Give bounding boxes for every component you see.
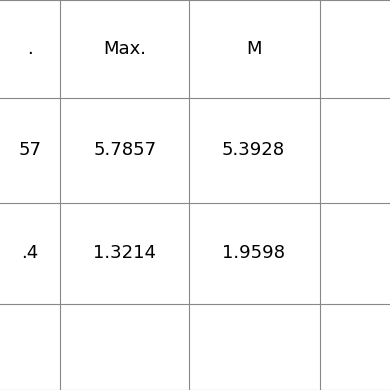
Text: 1.3214: 1.3214 <box>93 245 156 262</box>
Text: M: M <box>246 40 261 58</box>
Text: 5.3928: 5.3928 <box>222 141 285 159</box>
Text: .: . <box>27 40 33 58</box>
Text: .4: .4 <box>21 245 39 262</box>
Text: 57: 57 <box>19 141 41 159</box>
Text: Max.: Max. <box>103 40 146 58</box>
Text: 5.7857: 5.7857 <box>93 141 156 159</box>
Text: 1.9598: 1.9598 <box>222 245 285 262</box>
